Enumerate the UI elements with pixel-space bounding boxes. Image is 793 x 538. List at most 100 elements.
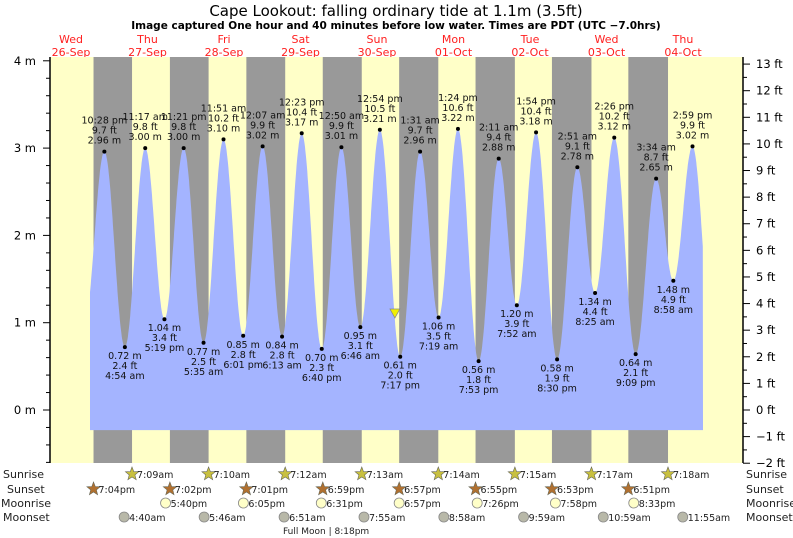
tide-marker: [319, 346, 324, 351]
day-name: Mon: [442, 33, 465, 46]
tide-marker: [398, 354, 403, 359]
tide-feet: 9.7 ft: [92, 126, 117, 137]
day-name: Sun: [367, 33, 388, 46]
tide-marker: [436, 315, 441, 320]
moonset-moon-icon: [438, 511, 450, 523]
tide-meters: 2.88 m: [482, 143, 515, 154]
day-name: Thu: [672, 33, 694, 46]
day-name: Wed: [595, 33, 619, 46]
moonrise-moon-icon: [237, 497, 249, 509]
sunrise-event: 7:18am: [660, 466, 709, 481]
right-tick-label: −2 ft: [756, 456, 785, 470]
day-date: 27-Sep: [128, 46, 167, 59]
right-tick-label: 3 ft: [756, 323, 776, 337]
tide-time: 1:31 am: [400, 116, 439, 127]
sunset-time: 6:57pm: [404, 485, 441, 496]
low-tide-point: 0.72 m2.4 ft4:54 am: [105, 345, 145, 382]
sunset-star-icon: [86, 481, 102, 496]
right-tick-label: 4 ft: [756, 297, 776, 311]
sunset-star-icon: [162, 481, 178, 496]
tide-meters: 0.61 m: [383, 361, 416, 372]
tide-marker: [221, 137, 226, 142]
day-name: Wed: [59, 33, 83, 46]
tide-marker: [455, 126, 460, 131]
tide-time: 1:24 pm: [438, 93, 478, 104]
moonset-time: 4:40am: [129, 513, 165, 524]
astro-rows: Sunrise Sunset Moonrise Moonset Sunrise …: [1, 466, 793, 537]
tide-meters: 0.84 m: [265, 341, 298, 352]
moonset-event: 9:59am: [518, 511, 565, 524]
tide-marker: [633, 352, 638, 357]
tide-marker: [280, 334, 285, 339]
tide-meters: 3.10 m: [207, 123, 240, 134]
tide-meters: 0.58 m: [540, 363, 573, 374]
moonset-time: 5:46am: [209, 513, 245, 524]
moonset-label-left: Moonset: [3, 511, 50, 524]
sunrise-event: 7:12am: [277, 466, 327, 481]
day-name: Thu: [136, 33, 158, 46]
moonrise-moon-icon: [315, 497, 327, 509]
tide-feet: 9.8 ft: [171, 122, 196, 133]
tide-feet: 10.4 ft: [286, 107, 317, 118]
moonrise-label-right: Moonrise: [746, 497, 793, 510]
tide-marker: [593, 291, 598, 296]
day-date: 28-Sep: [205, 46, 244, 59]
moon-phase-time: 8:18pm: [335, 527, 370, 537]
moonrise-moon-icon: [549, 497, 561, 509]
sunrise-event: 7:13am: [354, 466, 403, 481]
tide-feet: 4.4 ft: [583, 307, 608, 318]
tide-time: 6:13 am: [262, 361, 301, 372]
tide-meters: 2.96 m: [403, 136, 436, 147]
tide-marker: [612, 135, 617, 140]
moonrise-time: 7:58pm: [560, 499, 597, 510]
tide-time: 2:11 am: [479, 123, 518, 134]
tide-feet: 10.5 ft: [364, 104, 395, 115]
right-tick-label: −1 ft: [756, 430, 785, 444]
tide-time: 1:54 pm: [516, 96, 556, 107]
tide-time: 7:52 am: [497, 329, 536, 340]
tide-time: 3:34 am: [636, 143, 675, 154]
sunset-label-left: Sunset: [7, 483, 45, 496]
tide-feet: 9.8 ft: [133, 122, 158, 133]
tide-meters: 3.00 m: [167, 132, 200, 143]
tide-marker: [418, 149, 423, 154]
low-tide-point: 0.58 m1.9 ft8:30 pm: [537, 357, 577, 394]
tide-meters: 0.77 m: [187, 347, 220, 358]
tide-feet: 3.9 ft: [504, 319, 529, 330]
tide-feet: 10.2 ft: [208, 113, 239, 124]
tide-feet: 2.5 ft: [191, 357, 216, 368]
tide-feet: 4.9 ft: [661, 295, 686, 306]
tide-meters: 3.21 m: [363, 114, 396, 125]
tide-feet: 9.9 ft: [680, 120, 705, 131]
high-tide-point: 2:11 am9.4 ft2.88 m: [479, 123, 518, 161]
right-tick-label: 8 ft: [756, 190, 776, 204]
chart-title: Cape Lookout: falling ordinary tide at 1…: [209, 2, 582, 20]
high-tide-point: 12:07 am9.9 ft3.02 m: [240, 110, 285, 149]
moonrise-time: 6:05pm: [248, 499, 285, 510]
left-tick-label: 2 m: [14, 228, 36, 242]
sunset-label-right: Sunset: [746, 483, 784, 496]
tide-time: 12:50 am: [319, 111, 364, 122]
high-tide-point: 2:59 pm9.9 ft3.02 m: [673, 110, 712, 149]
sunset-star-icon: [620, 481, 636, 496]
high-tide-point: 3:34 am8.7 ft2.65 m: [636, 143, 676, 181]
moonrise-time: 8:33pm: [639, 499, 676, 510]
right-tick-label: 10 ft: [756, 137, 783, 151]
low-tide-point: 0.61 m2.0 ft7:17 pm: [380, 354, 420, 392]
sunset-event: 7:04pm: [86, 481, 135, 496]
day-date: 26-Sep: [52, 46, 91, 59]
tide-points: 10:28 pm9.7 ft2.96 m0.72 m2.4 ft4:54 am1…: [82, 93, 713, 396]
sunset-time: 7:01pm: [251, 485, 288, 496]
sunset-time: 6:53pm: [557, 485, 594, 496]
sunset-event: 6:51pm: [620, 481, 670, 496]
moonset-time: 11:55am: [688, 513, 730, 524]
sunset-event: 7:02pm: [162, 481, 212, 496]
tide-time: 2:26 pm: [594, 102, 634, 113]
moonrise-moon-icon: [628, 497, 640, 509]
left-tick-label: 1 m: [14, 316, 36, 330]
low-tide-point: 1.48 m4.9 ft8:58 am: [654, 278, 693, 316]
left-tick-label: 3 m: [14, 141, 36, 155]
tide-meters: 0.70 m: [305, 353, 338, 364]
